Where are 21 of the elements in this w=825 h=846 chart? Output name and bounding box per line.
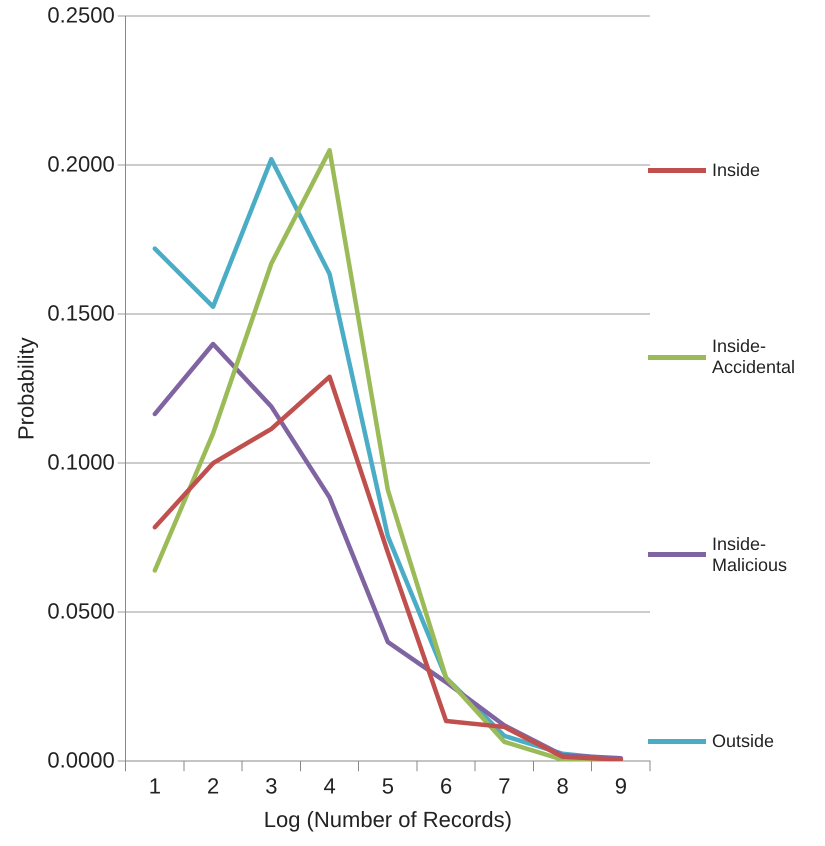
y-tick-label: 0.1500 [47,300,115,326]
x-tick-label: 8 [556,773,569,798]
legend-label: Outside [712,730,774,752]
legend-label: Inside-Accidental [712,336,796,378]
y-tick-label: 0.2500 [47,2,115,28]
y-tick-label: 0.0500 [47,598,115,624]
x-tick-label: 9 [614,773,627,798]
legend-label: Inside-Malicious [712,534,788,576]
x-tick-label: 2 [206,773,220,798]
y-axis-title: Probability [13,337,38,440]
y-tick-label: 0.0000 [47,747,115,772]
x-tick-label: 7 [498,773,510,798]
y-tick-label: 0.1000 [47,449,115,474]
x-tick-label: 4 [323,773,336,798]
x-tick-label: 3 [265,773,278,798]
x-axis-title: Log (Number of Records) [264,806,512,832]
x-tick-label: 5 [382,773,394,798]
y-tick-label: 0.2000 [47,151,115,176]
legend-label: Inside [712,160,760,181]
x-tick-label: 1 [148,773,161,798]
x-tick-label: 6 [440,773,452,798]
